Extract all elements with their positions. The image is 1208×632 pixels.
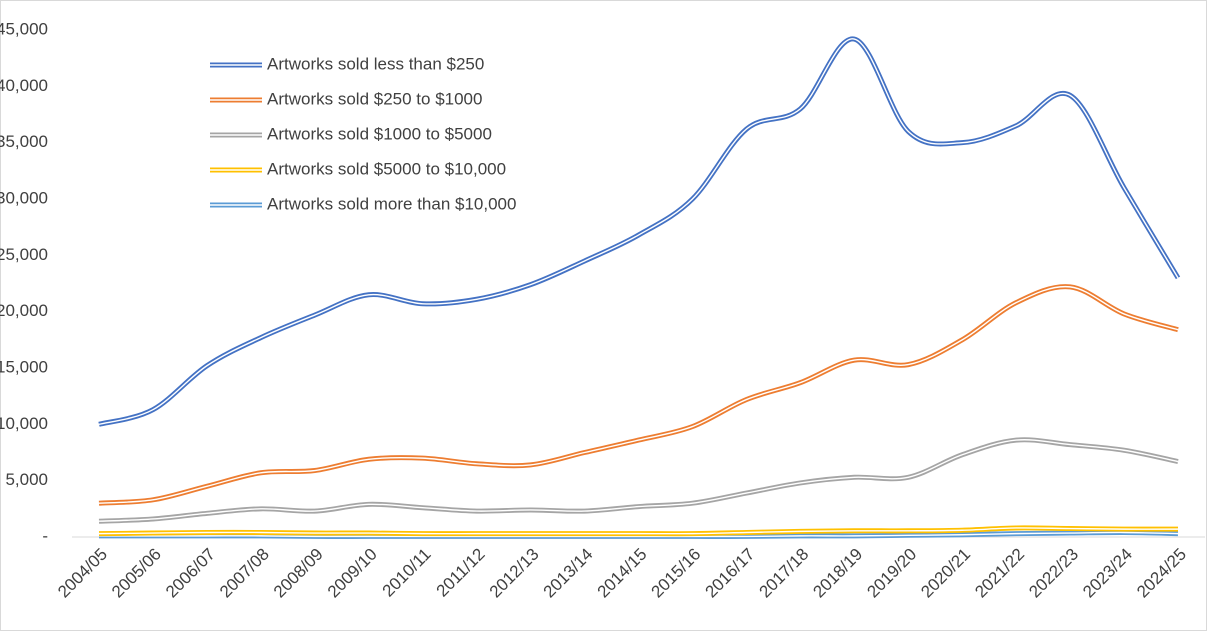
y-tick-label: 5,000 — [5, 470, 48, 489]
y-tick-label: 45,000 — [0, 19, 48, 38]
y-tick-label: 15,000 — [0, 357, 48, 376]
series-line-inner — [98, 531, 1179, 538]
y-tick-label: 35,000 — [0, 132, 48, 151]
y-tick-label: 20,000 — [0, 301, 48, 320]
y-tick-label: - — [42, 526, 48, 545]
y-tick-label: 40,000 — [0, 76, 48, 95]
y-tick-label: 25,000 — [0, 245, 48, 264]
series-line-inner — [98, 38, 1179, 426]
y-tick-label: 10,000 — [0, 414, 48, 433]
legend-label: Artworks sold $5000 to $10,000 — [267, 159, 506, 178]
legend-label: Artworks sold $1000 to $5000 — [267, 124, 492, 143]
y-tick-label: 30,000 — [0, 188, 48, 207]
legend-label: Artworks sold less than $250 — [267, 54, 484, 73]
legend-label: Artworks sold $250 to $1000 — [267, 89, 482, 108]
legend-label: Artworks sold more than $10,000 — [267, 194, 516, 213]
series-line-inner — [98, 285, 1179, 504]
series-line-inner — [98, 527, 1179, 535]
series-line-inner — [98, 439, 1179, 522]
